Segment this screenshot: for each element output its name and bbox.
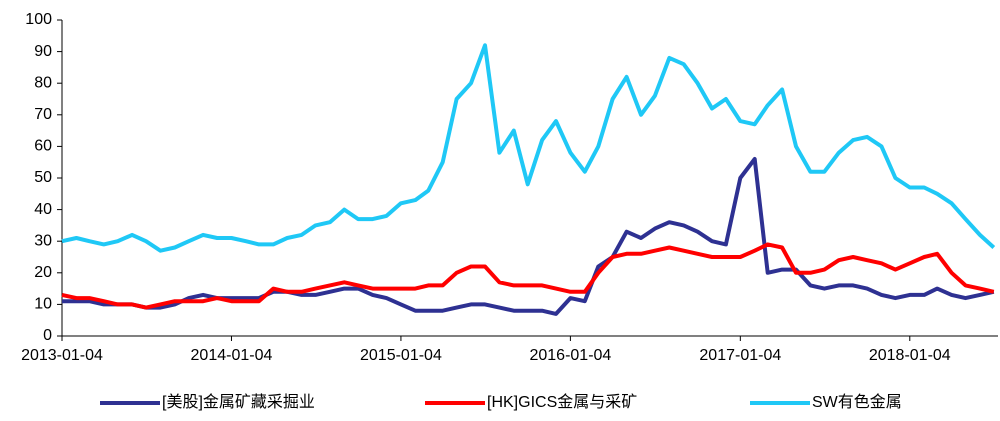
y-tick-label: 50 xyxy=(34,169,52,186)
series-line xyxy=(61,242,995,310)
x-tick-label: 2017-01-04 xyxy=(699,347,781,364)
y-tick-label: 0 xyxy=(43,327,52,344)
y-tick-label: 10 xyxy=(34,296,52,313)
x-tick-label: 2015-01-04 xyxy=(360,347,442,364)
y-tick-label: 80 xyxy=(34,74,52,91)
legend-label: [HK]GICS金属与采矿 xyxy=(487,393,637,411)
y-tick-label: 30 xyxy=(34,232,52,249)
x-tick-label: 2013-01-04 xyxy=(21,347,103,364)
x-tick-label: 2018-01-04 xyxy=(869,347,951,364)
series-line xyxy=(61,43,996,253)
y-tick-label: 60 xyxy=(34,138,52,155)
y-tick-label: 100 xyxy=(25,11,52,28)
y-tick-label: 20 xyxy=(34,264,52,281)
x-tick-label: 2014-01-04 xyxy=(191,347,273,364)
legend-label: SW有色金属 xyxy=(812,393,902,411)
y-tick-label: 90 xyxy=(34,43,52,60)
y-tick-label: 40 xyxy=(34,201,52,218)
y-tick-label: 70 xyxy=(34,106,52,123)
legend-label: [美股]金属矿藏采掘业 xyxy=(162,393,315,411)
x-tick-label: 2016-01-04 xyxy=(529,347,611,364)
